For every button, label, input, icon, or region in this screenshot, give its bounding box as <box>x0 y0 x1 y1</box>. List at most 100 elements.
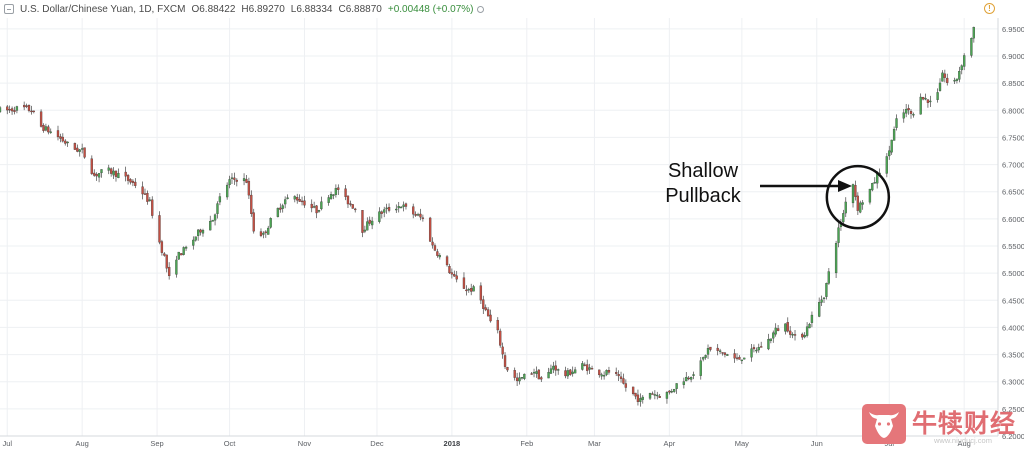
candle-body <box>709 346 712 350</box>
x-tick-label: Mar <box>588 439 601 448</box>
candle-body <box>784 323 787 332</box>
alert-icon[interactable]: ! <box>984 3 995 14</box>
x-tick-label: Aug <box>75 439 88 448</box>
candle-body <box>192 239 195 246</box>
candle-body <box>926 99 930 103</box>
candle-body <box>801 333 804 338</box>
candle-body <box>23 104 26 108</box>
candle-body <box>946 77 949 83</box>
candle-body <box>656 394 659 397</box>
close-value: C6.88870 <box>338 3 382 15</box>
candle-body <box>767 339 770 350</box>
candle-body <box>213 214 217 221</box>
candle-body <box>634 392 637 397</box>
annotation-line2: Pullback <box>665 185 742 207</box>
y-tick-label: 6.60000 <box>1002 215 1024 224</box>
candle-body <box>259 231 263 236</box>
candle-body <box>293 196 296 200</box>
candle-body <box>250 194 253 214</box>
candle-body <box>569 369 572 375</box>
candle-body <box>462 277 466 289</box>
candle-body <box>888 150 891 157</box>
candle-body <box>453 274 456 277</box>
candle-body <box>59 136 62 139</box>
candle-body <box>822 297 826 300</box>
candle-body <box>810 314 814 323</box>
watermark-logo: 牛犊财经 www.niuducj.com <box>858 404 1024 450</box>
open-value: O6.88422 <box>191 3 236 15</box>
y-axis: 6.95000 6.90000 6.85000 6.80000 6.75000 6.700… <box>0 18 1024 441</box>
candle-body <box>397 206 400 209</box>
candle-body <box>549 368 553 374</box>
candle-body <box>194 236 197 241</box>
candle-body <box>958 71 961 80</box>
candle-body <box>530 373 533 375</box>
candle-body <box>808 323 811 329</box>
candle-body <box>842 213 845 223</box>
candle-body <box>750 348 753 358</box>
candle-body <box>211 219 214 222</box>
candle-body <box>450 272 454 275</box>
x-tick-label: Feb <box>520 439 533 448</box>
candle-body <box>13 110 16 112</box>
y-tick-label: 6.45000 <box>1002 296 1024 305</box>
candle-body <box>890 139 893 153</box>
candle-body <box>126 175 130 181</box>
candle-body <box>605 370 608 375</box>
candle-body <box>286 197 289 200</box>
candle-body <box>264 231 267 234</box>
candle-body <box>617 374 620 377</box>
candle-body <box>180 253 183 256</box>
candle-body <box>600 374 603 377</box>
candle-body <box>619 376 623 379</box>
candle-body <box>943 73 946 78</box>
candle-body <box>184 246 188 249</box>
candle-body <box>912 114 915 116</box>
candle-body <box>921 97 925 100</box>
candle-body <box>39 111 43 127</box>
candle-body <box>242 178 246 182</box>
candle-body <box>279 207 282 210</box>
candle-body <box>177 251 180 260</box>
candle-body <box>436 251 439 256</box>
candle-body <box>160 241 164 253</box>
collapse-icon[interactable] <box>4 4 14 14</box>
candle-body <box>107 167 110 171</box>
candle-body <box>124 171 127 177</box>
candle-body <box>100 169 103 174</box>
low-value: L6.88334 <box>290 3 333 15</box>
x-tick-label: Aug <box>957 439 970 448</box>
candle-body <box>827 271 830 284</box>
candle-body <box>245 179 248 183</box>
settings-dot-icon[interactable] <box>477 5 485 13</box>
candle-body <box>639 398 642 402</box>
candle-body <box>6 106 9 111</box>
candle-body <box>868 188 872 203</box>
x-tick-label: 2018 <box>444 439 461 448</box>
candle-body <box>56 130 60 138</box>
candle-body <box>503 355 507 367</box>
candle-body <box>146 193 149 202</box>
candle-body <box>602 375 606 377</box>
candle-body <box>873 182 876 184</box>
candle-body <box>653 394 657 396</box>
candle-body <box>547 372 550 379</box>
x-tick-label: Sep <box>150 439 163 448</box>
candle-body <box>953 80 956 82</box>
candle-body <box>366 221 369 231</box>
candle-body <box>129 179 132 183</box>
candle-body <box>230 177 234 179</box>
candle-body <box>501 346 504 355</box>
candle-body <box>378 211 381 222</box>
candle-body <box>467 288 470 291</box>
candle-body <box>774 327 777 335</box>
candle-body <box>776 328 780 331</box>
candle-body <box>201 230 205 234</box>
y-tick-label: 6.75000 <box>1002 133 1024 142</box>
candle-body <box>837 227 840 243</box>
candle-body <box>682 381 686 385</box>
candle-body <box>721 352 724 354</box>
candle-body <box>598 369 601 376</box>
candle-body <box>93 172 96 176</box>
candle-body <box>49 131 52 133</box>
